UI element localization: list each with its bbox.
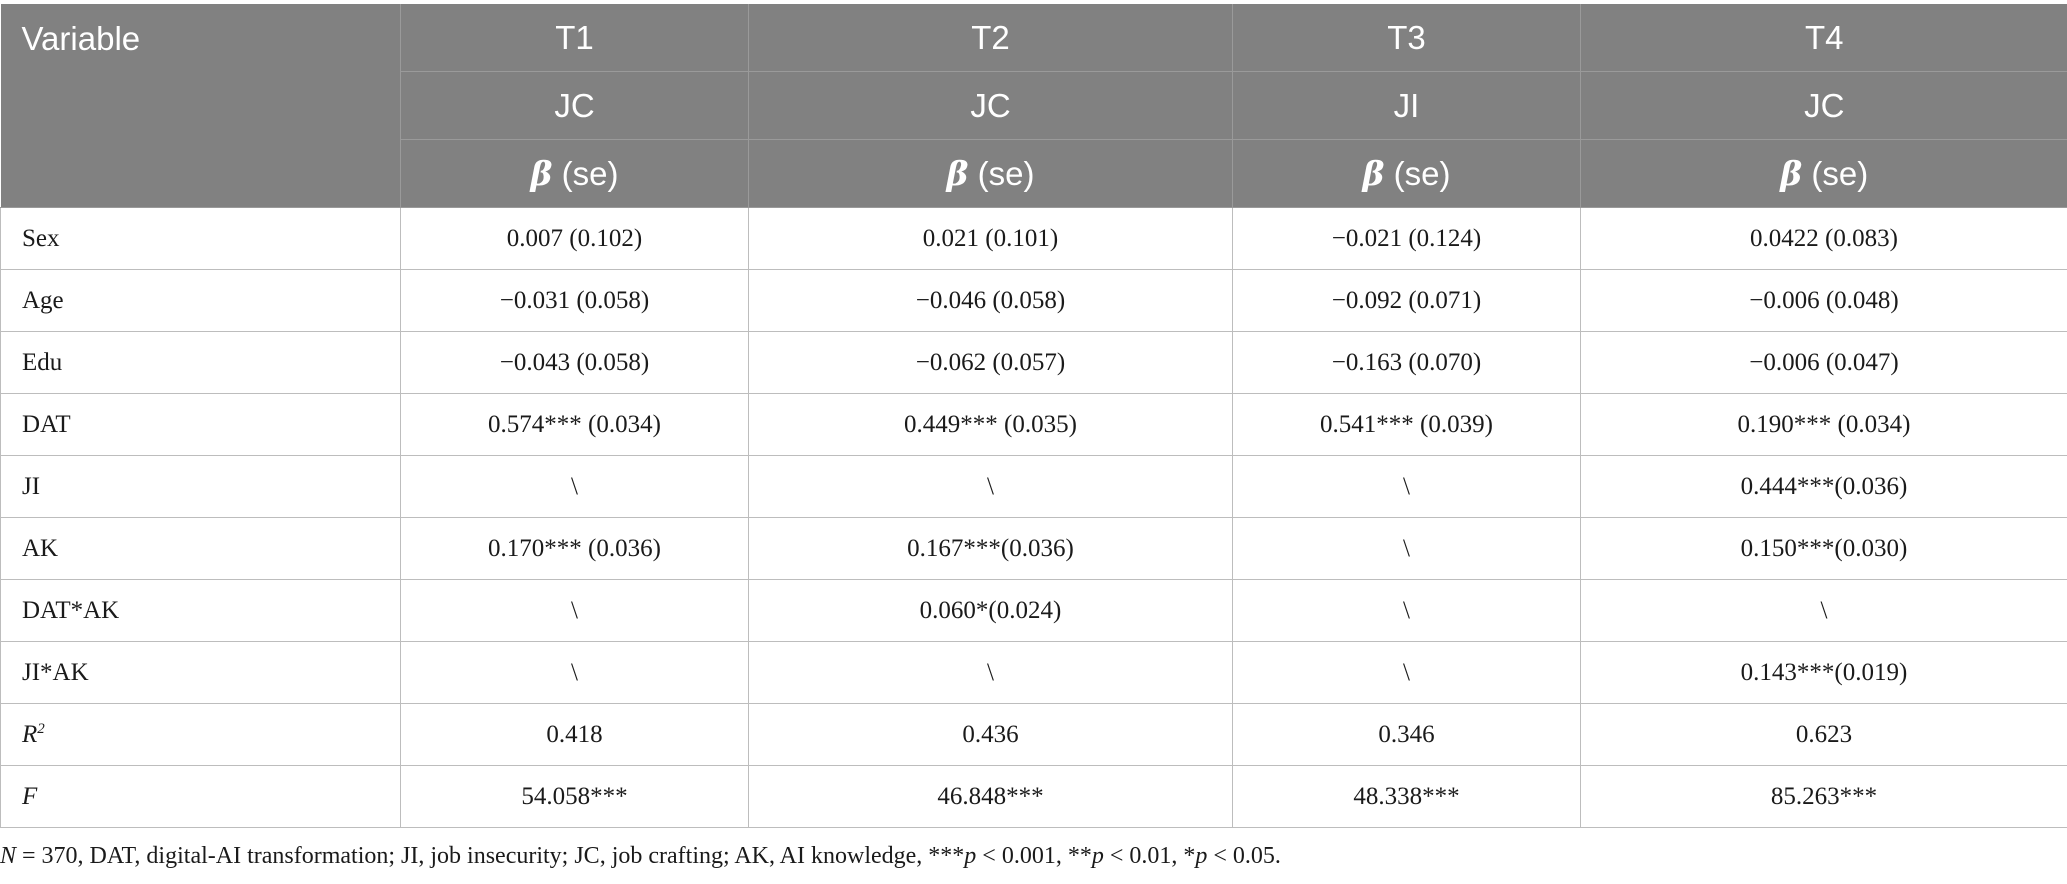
stat-label: (se) xyxy=(1393,155,1451,192)
beta-symbol: β xyxy=(1780,154,1803,193)
table-row: DAT*AK \ 0.060*(0.024) \ \ xyxy=(0,579,2067,642)
table-cell: −0.043 (0.058) xyxy=(400,331,749,394)
table-row-f: F 54.058*** 46.848*** 48.338*** 85.263**… xyxy=(0,765,2067,828)
footnote-n: N xyxy=(0,843,17,869)
table-cell: 0.150***(0.030) xyxy=(1580,517,2067,580)
table-row: Sex 0.007 (0.102) 0.021 (0.101) −0.021 (… xyxy=(0,207,2067,270)
table-cell: 0.170*** (0.036) xyxy=(400,517,749,580)
table-footnote: N = 370, DAT, digital-AI transformation;… xyxy=(0,843,1281,870)
table-cell: 0.190*** (0.034) xyxy=(1580,393,2067,456)
header-outcome-t3: JI xyxy=(1232,71,1581,140)
footnote-p: p xyxy=(1091,843,1104,869)
table-cell: 0.418 xyxy=(400,703,749,766)
table-row: AK 0.170*** (0.036) 0.167***(0.036) \ 0.… xyxy=(0,517,2067,580)
row-label-age: Age xyxy=(0,269,401,332)
header-model-t3: T3 xyxy=(1232,4,1581,72)
table-cell: −0.163 (0.070) xyxy=(1232,331,1581,394)
footnote-p: p xyxy=(964,843,977,869)
stat-label: (se) xyxy=(1811,155,1869,192)
table-header: Variable T1 T2 T3 T4 JC JC JI JC β (se) … xyxy=(0,4,2067,208)
table-cell: \ xyxy=(1232,455,1581,518)
footnote-p: p xyxy=(1195,843,1208,869)
r2-superscript: 2 xyxy=(37,720,45,737)
table-cell: 0.574*** (0.034) xyxy=(400,393,749,456)
table-row-r2: R2 0.418 0.436 0.346 0.623 xyxy=(0,703,2067,766)
table-cell: 0.060*(0.024) xyxy=(748,579,1233,642)
header-outcome-t2: JC xyxy=(748,71,1233,140)
table-body: Sex 0.007 (0.102) 0.021 (0.101) −0.021 (… xyxy=(0,207,2067,828)
table-cell: 0.167***(0.036) xyxy=(748,517,1233,580)
table-cell: −0.006 (0.047) xyxy=(1580,331,2067,394)
table-cell: −0.092 (0.071) xyxy=(1232,269,1581,332)
row-label-f: F xyxy=(0,765,401,828)
header-model-t4: T4 xyxy=(1580,4,2067,72)
table-row: Age −0.031 (0.058) −0.046 (0.058) −0.092… xyxy=(0,269,2067,332)
beta-symbol: β xyxy=(1362,154,1385,193)
table-cell: 46.848*** xyxy=(748,765,1233,828)
table-cell: 0.346 xyxy=(1232,703,1581,766)
table-cell: 85.263*** xyxy=(1580,765,2067,828)
row-label-ji: JI xyxy=(0,455,401,518)
table-cell: 48.338*** xyxy=(1232,765,1581,828)
table-cell: \ xyxy=(748,455,1233,518)
table-cell: 0.007 (0.102) xyxy=(400,207,749,270)
row-label-dat: DAT xyxy=(0,393,401,456)
footnote-text: < 0.01, * xyxy=(1103,843,1196,869)
footnote-text: < 0.001, ** xyxy=(976,843,1092,869)
table-cell: 0.143***(0.019) xyxy=(1580,641,2067,704)
table-cell: −0.046 (0.058) xyxy=(748,269,1233,332)
footnote-text: < 0.05. xyxy=(1207,843,1281,869)
header-row-stat: β (se) β (se) β (se) β (se) xyxy=(1,139,2067,208)
table-cell: \ xyxy=(1232,579,1581,642)
table-cell: \ xyxy=(400,641,749,704)
table-cell: −0.021 (0.124) xyxy=(1232,207,1581,270)
table-cell: \ xyxy=(400,579,749,642)
beta-symbol: β xyxy=(946,154,969,193)
table-cell: \ xyxy=(1580,579,2067,642)
table-cell: 0.021 (0.101) xyxy=(748,207,1233,270)
table-cell: \ xyxy=(1232,517,1581,580)
footnote-text: = 370, DAT, digital-AI transformation; J… xyxy=(16,843,965,869)
header-model-t1: T1 xyxy=(400,4,749,72)
table-cell: 54.058*** xyxy=(400,765,749,828)
header-stat-t1: β (se) xyxy=(400,139,749,208)
table-cell: 0.449*** (0.035) xyxy=(748,393,1233,456)
header-stat-t2: β (se) xyxy=(748,139,1233,208)
row-label-edu: Edu xyxy=(0,331,401,394)
table-cell: 0.623 xyxy=(1580,703,2067,766)
header-model-t2: T2 xyxy=(748,4,1233,72)
table-cell: \ xyxy=(1232,641,1581,704)
table-cell: 0.444***(0.036) xyxy=(1580,455,2067,518)
header-variable: Variable xyxy=(0,4,401,208)
table-row: Edu −0.043 (0.058) −0.062 (0.057) −0.163… xyxy=(0,331,2067,394)
table-row: DAT 0.574*** (0.034) 0.449*** (0.035) 0.… xyxy=(0,393,2067,456)
regression-table-container: Variable T1 T2 T3 T4 JC JC JI JC β (se) … xyxy=(0,4,2067,828)
table-cell: \ xyxy=(748,641,1233,704)
header-outcome-t1: JC xyxy=(400,71,749,140)
table-cell: 0.436 xyxy=(748,703,1233,766)
table-cell: 0.0422 (0.083) xyxy=(1580,207,2067,270)
beta-symbol: β xyxy=(530,154,553,193)
row-label-dat-ak: DAT*AK xyxy=(0,579,401,642)
table-cell: \ xyxy=(400,455,749,518)
row-label-ak: AK xyxy=(0,517,401,580)
header-outcome-t4: JC xyxy=(1580,71,2067,140)
regression-table: Variable T1 T2 T3 T4 JC JC JI JC β (se) … xyxy=(0,4,2067,828)
header-stat-t4: β (se) xyxy=(1580,139,2067,208)
header-stat-t3: β (se) xyxy=(1232,139,1581,208)
row-label-sex: Sex xyxy=(0,207,401,270)
table-row: JI*AK \ \ \ 0.143***(0.019) xyxy=(0,641,2067,704)
table-row: JI \ \ \ 0.444***(0.036) xyxy=(0,455,2067,518)
table-cell: −0.062 (0.057) xyxy=(748,331,1233,394)
row-label-ji-ak: JI*AK xyxy=(0,641,401,704)
stat-label: (se) xyxy=(977,155,1035,192)
r2-symbol: R xyxy=(22,720,38,748)
row-label-r2: R2 xyxy=(0,703,401,766)
header-row-models: Variable T1 T2 T3 T4 xyxy=(0,4,2067,208)
header-row-outcomes: JC JC JI JC xyxy=(1,71,2067,140)
stat-label: (se) xyxy=(561,155,619,192)
table-cell: −0.031 (0.058) xyxy=(400,269,749,332)
table-cell: 0.541*** (0.039) xyxy=(1232,393,1581,456)
table-cell: −0.006 (0.048) xyxy=(1580,269,2067,332)
